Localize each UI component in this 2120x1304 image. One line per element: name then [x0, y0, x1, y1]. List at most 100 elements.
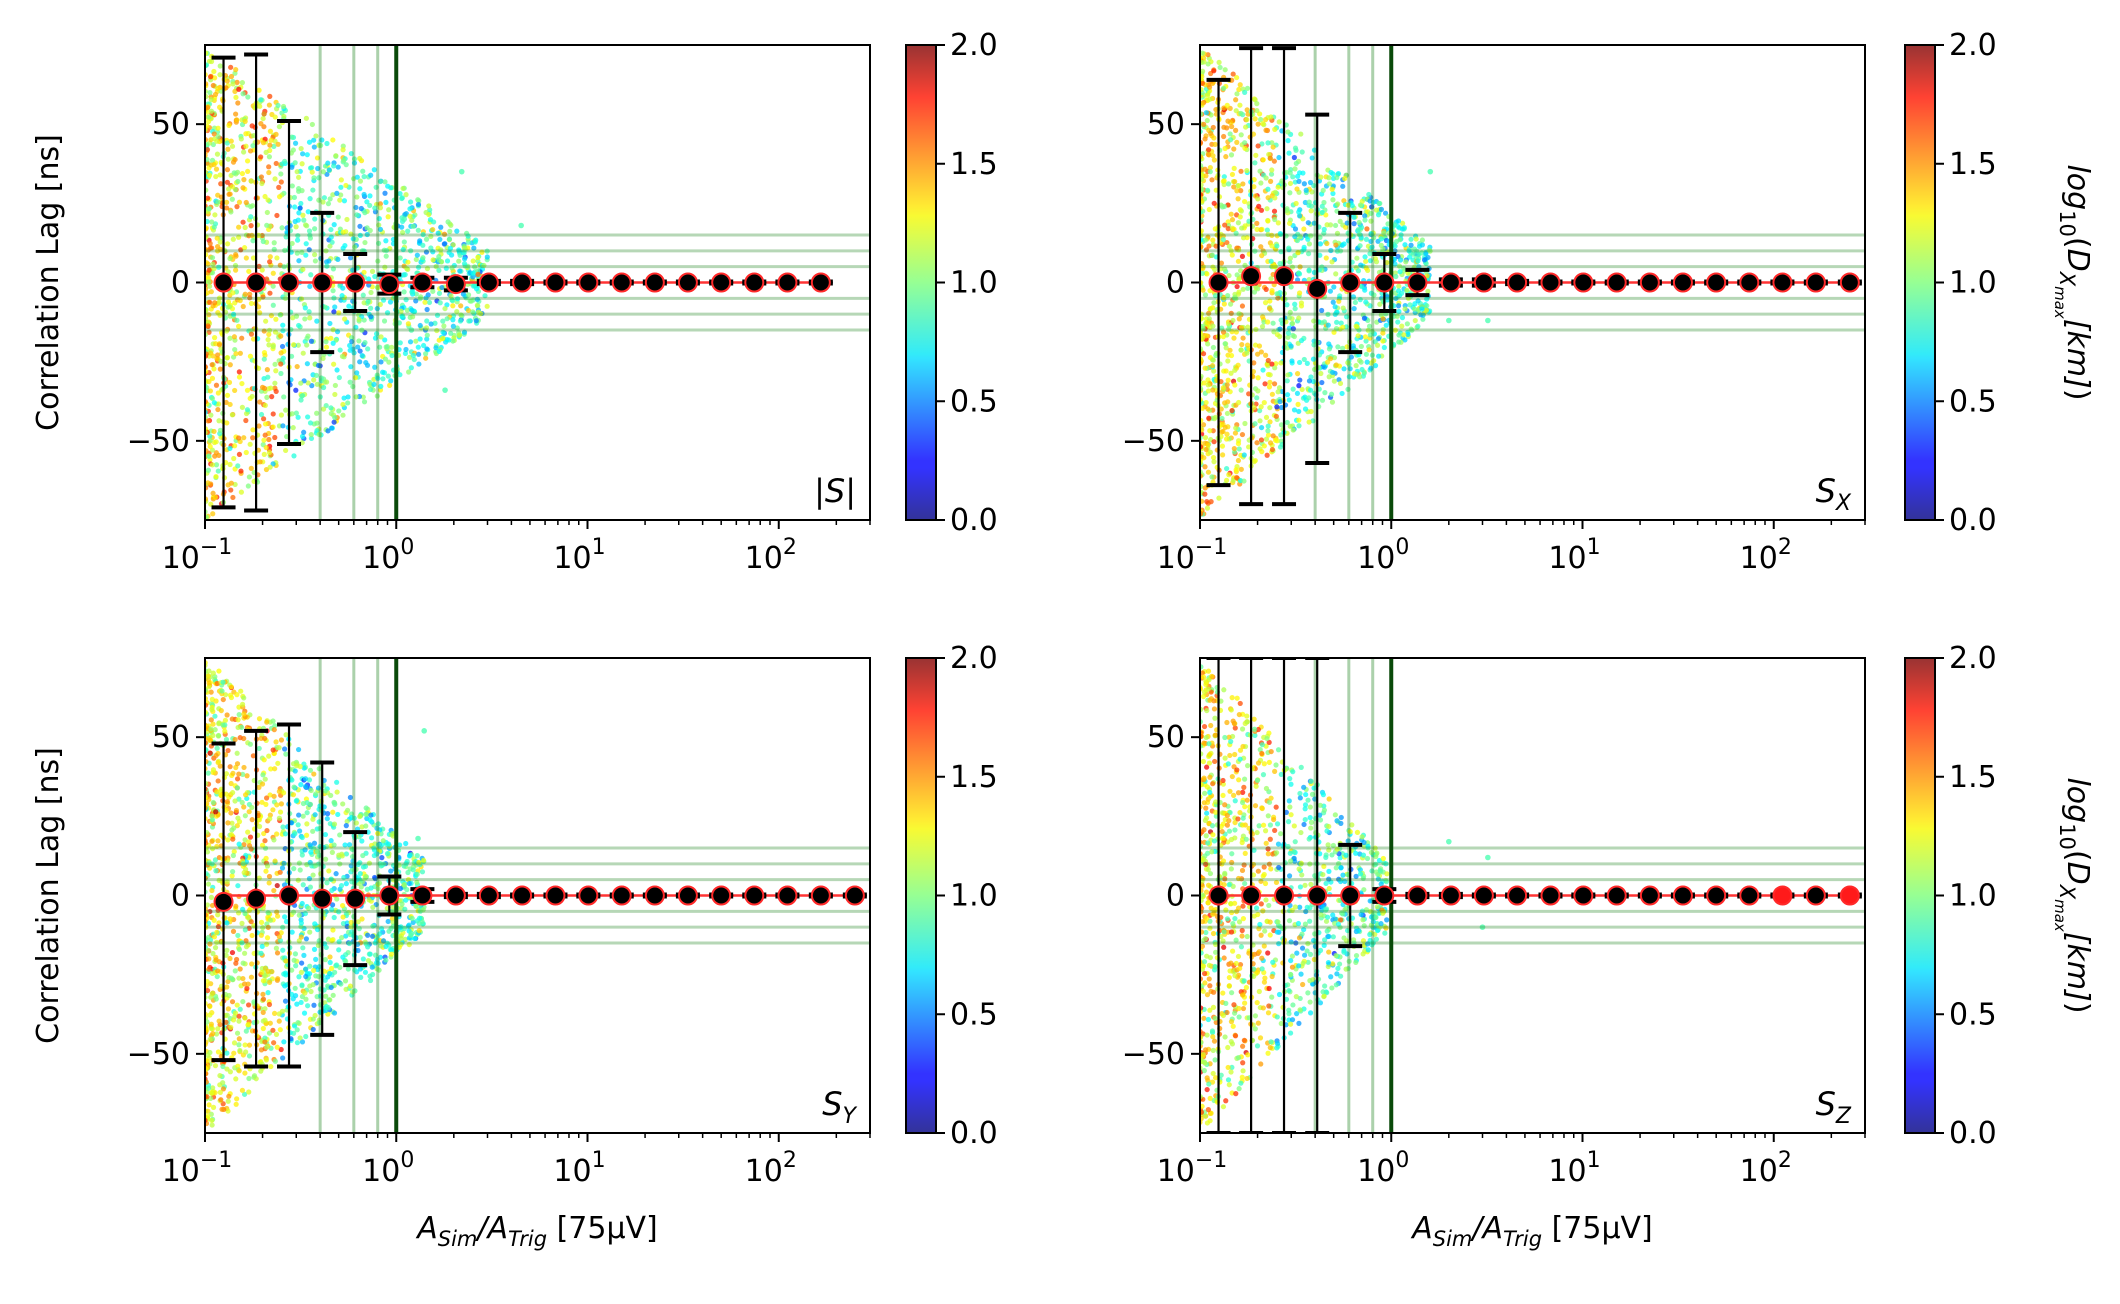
scatter-point — [369, 964, 375, 970]
scatter-point — [219, 1106, 225, 1112]
scatter-point — [1337, 218, 1343, 224]
scatter-point — [1317, 234, 1323, 240]
scatter-point — [1330, 299, 1336, 305]
scatter-point — [209, 970, 216, 976]
scatter-point — [357, 178, 364, 184]
scatter-point — [212, 75, 218, 81]
scatter-point — [1268, 171, 1275, 177]
scatter-point — [331, 163, 337, 169]
scatter-point — [1376, 353, 1382, 359]
scatter-point — [299, 960, 305, 966]
scatter-point — [227, 335, 233, 341]
scatter-point — [275, 102, 281, 109]
scatter-point — [367, 381, 373, 387]
scatter-point — [461, 245, 467, 251]
scatter-point — [271, 143, 277, 149]
scatter-point — [208, 108, 215, 114]
scatter-point — [207, 240, 213, 247]
scatter-point — [249, 932, 255, 939]
scatter-point — [423, 325, 430, 331]
scatter-point — [434, 327, 440, 334]
scatter-point — [441, 231, 448, 237]
scatter-point — [454, 309, 460, 315]
scatter-point — [1373, 207, 1380, 213]
scatter-point — [1421, 257, 1428, 263]
scatter-point — [243, 944, 250, 950]
scatter-point — [226, 379, 233, 386]
scatter-point — [239, 404, 245, 410]
scatter-point — [1264, 206, 1270, 212]
scatter-point — [371, 852, 377, 859]
scatter-point — [234, 317, 240, 323]
scatter-point — [225, 482, 231, 488]
scatter-point — [374, 306, 380, 312]
scatter-point — [1224, 465, 1230, 472]
scatter-point — [375, 375, 381, 381]
scatter-point — [1263, 352, 1269, 358]
scatter-point — [256, 232, 262, 238]
scatter-point — [310, 187, 316, 193]
scatter-point — [1207, 449, 1213, 455]
scatter-point — [243, 143, 249, 149]
scatter-point — [215, 838, 221, 844]
scatter-point — [385, 373, 391, 379]
y-tick-label: −50 — [127, 424, 190, 459]
scatter-point — [1265, 140, 1271, 146]
scatter-point — [1419, 242, 1425, 248]
scatter-point — [289, 411, 295, 417]
scatter-point — [318, 375, 324, 381]
scatter-point — [413, 291, 419, 297]
scatter-point — [1319, 307, 1325, 314]
scatter-point — [1231, 445, 1237, 452]
scatter-point — [327, 959, 333, 966]
scatter-point — [1205, 92, 1211, 98]
scatter-point — [1265, 319, 1271, 325]
scatter-point — [216, 342, 223, 348]
scatter-point — [236, 224, 242, 230]
scatter-point — [1293, 147, 1299, 153]
scatter-point — [237, 1006, 243, 1012]
scatter-point — [244, 985, 250, 992]
scatter-point — [361, 174, 367, 180]
scatter-point — [1225, 377, 1231, 383]
scatter-point — [1209, 363, 1216, 369]
scatter-point — [295, 414, 301, 420]
scatter-point — [345, 400, 351, 406]
scatter-point — [361, 399, 368, 405]
scatter-point — [308, 435, 315, 442]
bin-point — [1839, 272, 1860, 293]
scatter-point — [263, 855, 269, 861]
scatter-point — [378, 383, 384, 389]
scatter-point — [350, 298, 356, 304]
scatter-point — [246, 268, 252, 274]
scatter-point — [273, 131, 279, 137]
scatter-point — [311, 137, 317, 143]
scatter-point — [322, 304, 328, 310]
scatter-point — [331, 295, 337, 301]
scatter-point — [213, 166, 220, 172]
scatter-point — [241, 435, 247, 441]
scatter-point — [229, 412, 235, 418]
scatter-point — [335, 214, 341, 220]
plot-area — [205, 658, 870, 1133]
scatter-point — [259, 180, 265, 187]
scatter-point — [302, 990, 308, 996]
scatter-point — [308, 988, 314, 995]
scatter-point — [312, 226, 318, 232]
scatter-point — [340, 285, 346, 291]
scatter-point — [1259, 252, 1265, 259]
scatter-point — [1239, 431, 1246, 438]
scatter-point — [309, 383, 315, 389]
scatter-point — [1286, 315, 1292, 321]
scatter-point — [224, 140, 230, 146]
scatter-point — [437, 236, 443, 243]
scatter-point — [258, 174, 265, 180]
scatter-point — [274, 1044, 280, 1050]
scatter-point — [256, 304, 262, 310]
scatter-point — [321, 195, 327, 201]
scatter-point — [1324, 240, 1330, 247]
scatter-point — [1402, 242, 1408, 248]
scatter-point — [1374, 342, 1381, 348]
scatter-point — [314, 410, 320, 416]
scatter-point — [367, 193, 373, 199]
